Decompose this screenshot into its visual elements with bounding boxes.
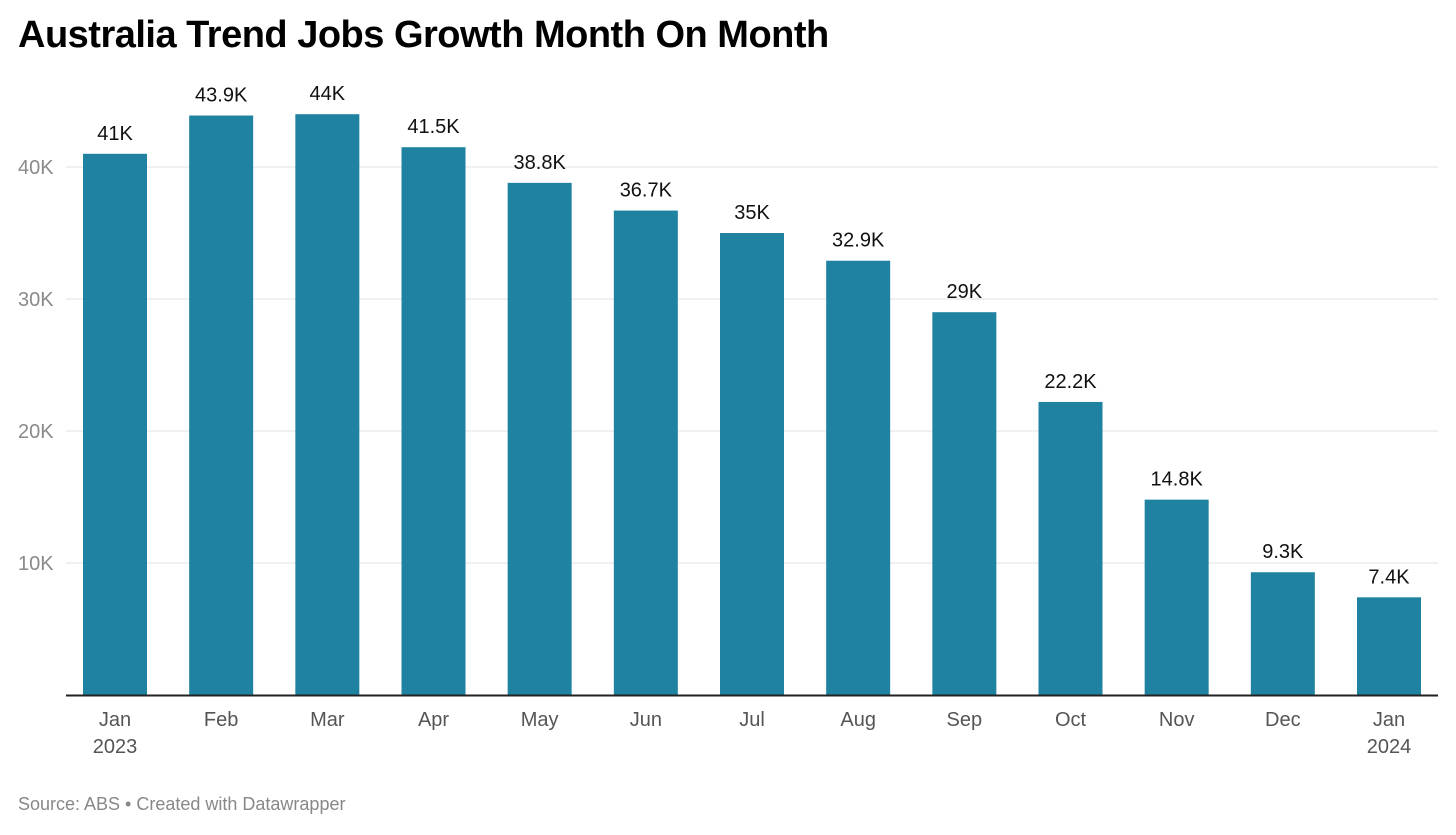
x-tick-label: Jan [1373,709,1405,731]
x-tick-label: Apr [418,709,449,731]
bar-value-label: 38.8K [514,152,567,174]
bar-nov [1144,499,1209,695]
x-tick-label: Sep [947,709,983,731]
x-tick-label: Aug [840,709,876,731]
bar-value-label: 9.3K [1262,541,1304,563]
bar-value-labels: 41K 43.9K 44K 41.5K 38.8K 36.7K 35K 32.9K 29K 22.… [97,83,1410,588]
bar-mar [295,114,360,695]
x-tick-label: Oct [1055,709,1087,731]
source-footer: Source: ABS • Created with Datawrapper [18,794,346,814]
x-tick-label: Dec [1265,709,1301,731]
y-axis-ticks: 10K 20K 30K 40K [18,157,54,575]
x-tick-year-label: 2024 [1367,736,1412,758]
y-tick-label: 30K [18,289,54,311]
bar-may [507,182,572,696]
bar-value-label: 7.4K [1368,566,1410,588]
x-tick-label: Mar [310,709,345,731]
y-tick-label: 40K [18,157,54,179]
bar-jan-2024 [1357,597,1421,695]
bar-jan-2023 [83,153,147,696]
x-tick-label: May [521,709,559,731]
x-tick-label: Jan [99,709,131,731]
bar-value-label: 29K [947,281,983,303]
y-tick-label: 10K [18,553,54,575]
bar-value-label: 22.2K [1044,371,1097,393]
bar-oct [1038,401,1103,695]
bar-value-label: 36.7K [620,180,673,202]
bars [83,114,1421,696]
bar-apr [401,147,466,695]
bar-value-label: 41.5K [407,116,460,138]
bar-feb [189,115,254,695]
x-axis-ticks: Jan 2023 Feb Mar Apr May Jun Jul Aug Sep Oct Nov Dec… [93,709,1412,758]
bar-value-label: 43.9K [195,85,248,107]
bar-aug [826,260,891,695]
x-tick-label: Feb [204,709,238,731]
y-tick-label: 20K [18,421,54,443]
bar-value-label: 44K [310,83,346,105]
x-tick-label: Nov [1159,709,1195,731]
bar-value-label: 32.9K [832,230,885,252]
bar-value-label: 14.8K [1151,469,1204,491]
bar-value-label: 35K [734,202,770,224]
bar-jun [613,210,678,695]
x-tick-label: Jun [630,709,662,731]
chart-title: Australia Trend Jobs Growth Month On Mon… [18,14,829,56]
x-tick-year-label: 2023 [93,736,138,758]
bar-sep [932,312,997,695]
bar-value-label: 41K [97,123,133,145]
x-tick-label: Jul [739,709,765,731]
bar-dec [1250,572,1315,695]
bar-jul [720,233,784,695]
